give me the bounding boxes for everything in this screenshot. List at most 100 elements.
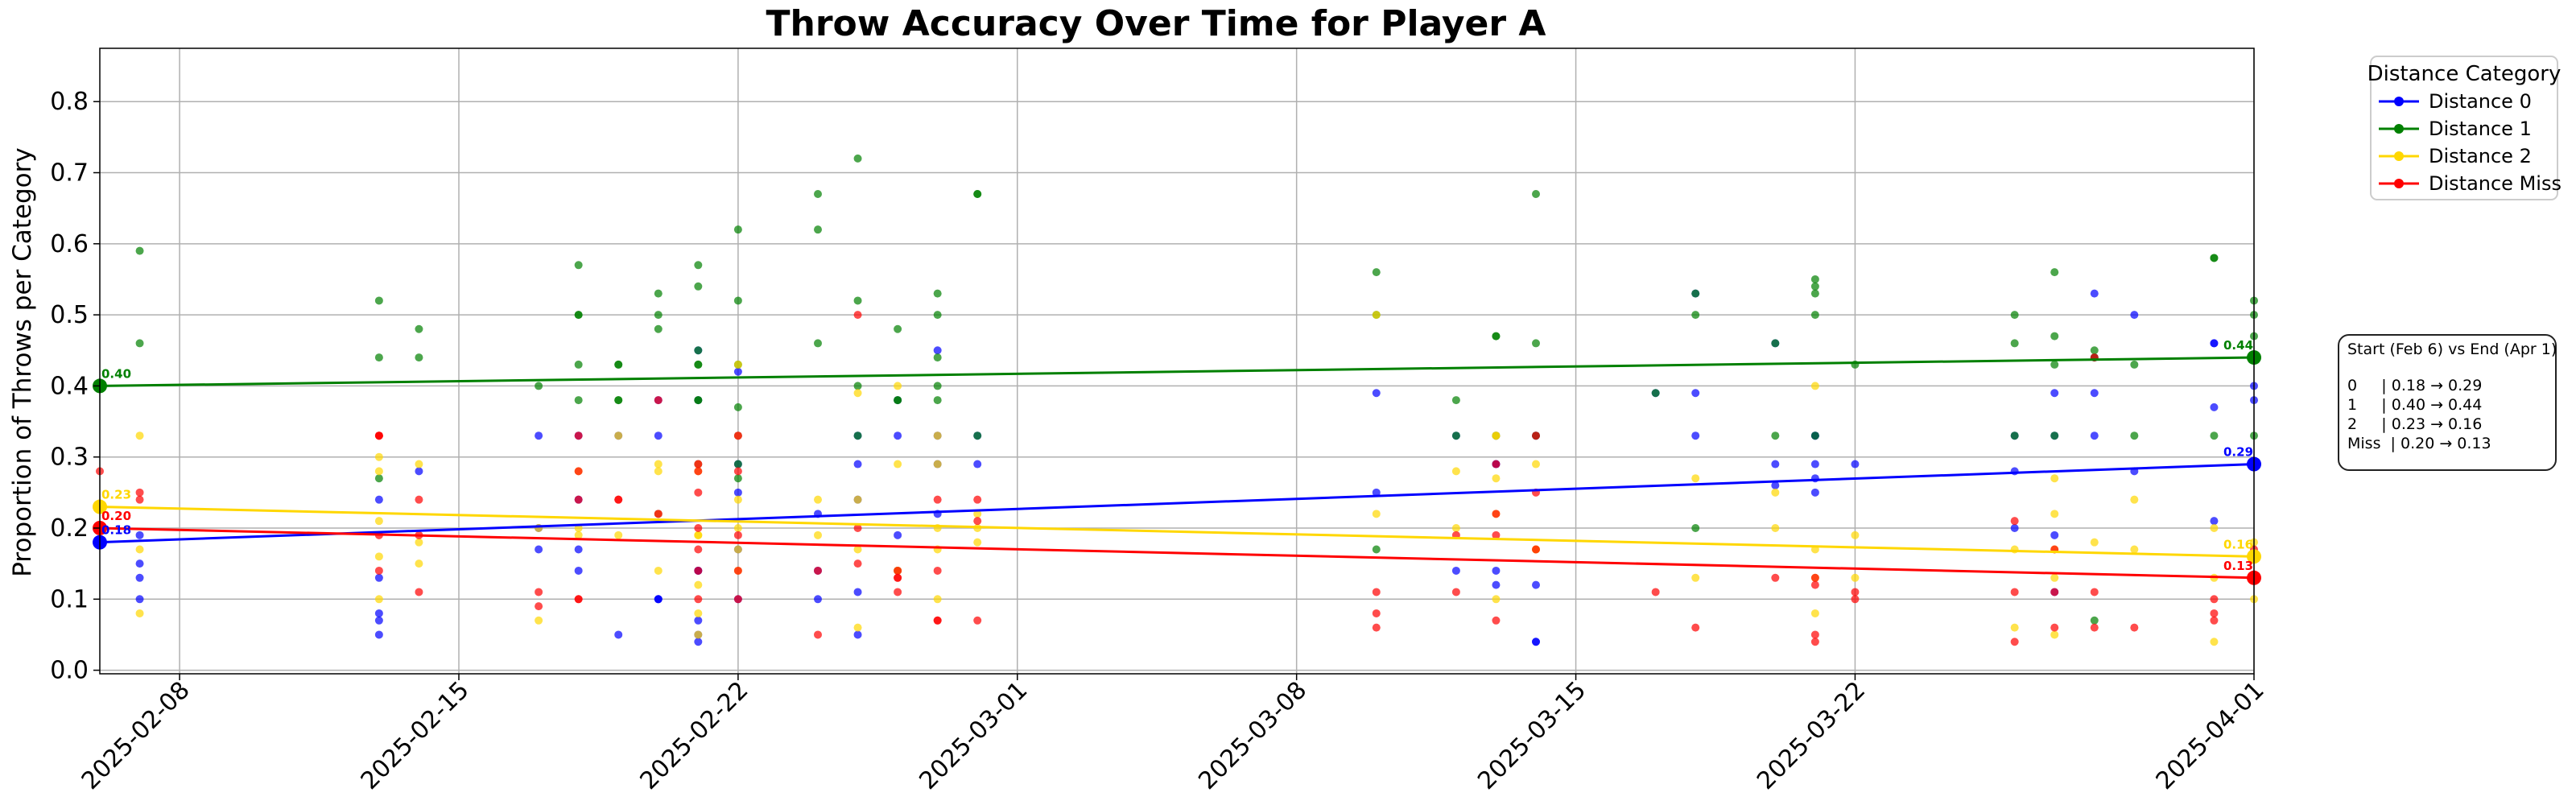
data-point bbox=[415, 588, 423, 597]
data-point bbox=[1492, 616, 1501, 625]
data-point bbox=[1372, 389, 1381, 398]
data-point bbox=[374, 452, 383, 461]
data-point bbox=[1771, 488, 1780, 497]
data-point bbox=[1451, 431, 1460, 440]
data-point bbox=[135, 495, 144, 504]
data-point bbox=[1691, 311, 1700, 320]
data-point bbox=[1651, 588, 1660, 597]
data-point bbox=[2010, 523, 2019, 532]
data-point bbox=[2210, 431, 2219, 440]
data-point bbox=[733, 296, 742, 305]
trend-end-labels: 0.18 0.29 0.40 0.44 0.23 0.16 0.20 0.13 bbox=[101, 338, 2253, 573]
data-point bbox=[1691, 389, 1700, 398]
data-point bbox=[694, 360, 703, 369]
data-point bbox=[2010, 339, 2019, 348]
trend-start-label: 0.18 bbox=[101, 523, 131, 538]
data-point bbox=[1492, 580, 1501, 589]
data-point bbox=[894, 566, 902, 575]
data-point bbox=[1810, 573, 1819, 582]
data-point bbox=[1372, 510, 1381, 518]
data-point bbox=[894, 396, 902, 405]
data-point bbox=[1771, 339, 1780, 348]
data-point bbox=[853, 460, 862, 469]
data-point bbox=[933, 460, 942, 469]
data-point bbox=[135, 609, 144, 617]
legend: Distance Category Distance 0 Distance 1 Dis… bbox=[2368, 56, 2562, 200]
data-point bbox=[933, 289, 942, 298]
data-point bbox=[1691, 623, 1700, 632]
data-point bbox=[1532, 580, 1540, 589]
trend-start-label: 0.40 bbox=[101, 366, 131, 381]
data-point bbox=[574, 396, 583, 405]
data-point bbox=[1651, 389, 1660, 398]
data-point bbox=[694, 460, 703, 469]
data-point bbox=[415, 495, 423, 504]
data-point bbox=[1451, 396, 1460, 405]
y-tick-label: 0.6 bbox=[50, 230, 89, 258]
data-point bbox=[894, 382, 902, 390]
data-point bbox=[1492, 595, 1501, 604]
legend-marker bbox=[2394, 124, 2404, 134]
data-point bbox=[574, 431, 583, 440]
data-point bbox=[733, 367, 742, 376]
data-point bbox=[374, 552, 383, 561]
data-point bbox=[2050, 510, 2059, 518]
data-point bbox=[2210, 616, 2219, 625]
legend-title: Distance Category bbox=[2368, 62, 2562, 86]
data-point bbox=[574, 566, 583, 575]
summary-title: Start (Feb 6) vs End (Apr 1) bbox=[2347, 341, 2557, 358]
series-1 bbox=[135, 154, 2258, 625]
data-point bbox=[1771, 481, 1780, 490]
data-point bbox=[894, 431, 902, 440]
data-point bbox=[694, 523, 703, 532]
y-tick-label: 0.8 bbox=[50, 88, 89, 116]
chart-title: Throw Accuracy Over Time for Player A bbox=[766, 3, 1546, 44]
data-point bbox=[933, 495, 942, 504]
trend-line bbox=[99, 526, 2255, 580]
data-point bbox=[654, 460, 663, 469]
data-point bbox=[853, 389, 862, 398]
data-point bbox=[654, 396, 663, 405]
data-point bbox=[853, 311, 862, 320]
data-point bbox=[933, 595, 942, 604]
x-axis: 2025-02-08 2025-02-15 2025-02-22 2025-03-01… bbox=[76, 674, 2270, 795]
data-point bbox=[614, 530, 623, 539]
data-point bbox=[135, 488, 144, 497]
data-point bbox=[1810, 460, 1819, 469]
data-point bbox=[1691, 573, 1700, 582]
data-point bbox=[853, 559, 862, 568]
data-point bbox=[2010, 517, 2019, 526]
x-tick-label: 2025-03-15 bbox=[1472, 676, 1591, 795]
x-tick-label: 2025-02-08 bbox=[76, 676, 196, 795]
data-point bbox=[1492, 474, 1501, 483]
trend-line bbox=[99, 463, 2255, 544]
data-point bbox=[135, 573, 144, 582]
data-point bbox=[654, 311, 663, 320]
data-point bbox=[853, 545, 862, 554]
data-point bbox=[1372, 545, 1381, 554]
data-point bbox=[853, 382, 862, 390]
plot-frame bbox=[99, 47, 2255, 675]
data-point bbox=[374, 431, 383, 440]
data-point bbox=[1810, 638, 1819, 646]
x-tick-label: 2025-02-22 bbox=[635, 676, 754, 795]
data-point bbox=[2130, 545, 2139, 554]
data-point bbox=[2130, 623, 2139, 632]
data-point bbox=[694, 616, 703, 625]
data-point bbox=[1810, 609, 1819, 617]
data-point bbox=[535, 602, 543, 611]
summary-row-3: Miss | 0.20 → 0.13 bbox=[2347, 435, 2491, 452]
data-point bbox=[733, 474, 742, 483]
data-point bbox=[814, 530, 822, 539]
legend-marker bbox=[2394, 151, 2404, 161]
legend-box bbox=[2370, 56, 2558, 200]
data-point bbox=[1372, 588, 1381, 597]
data-point bbox=[853, 431, 862, 440]
data-point bbox=[733, 566, 742, 575]
data-point bbox=[933, 311, 942, 320]
data-point bbox=[135, 339, 144, 348]
data-point bbox=[2050, 431, 2059, 440]
data-point bbox=[1372, 623, 1381, 632]
data-point bbox=[853, 588, 862, 597]
